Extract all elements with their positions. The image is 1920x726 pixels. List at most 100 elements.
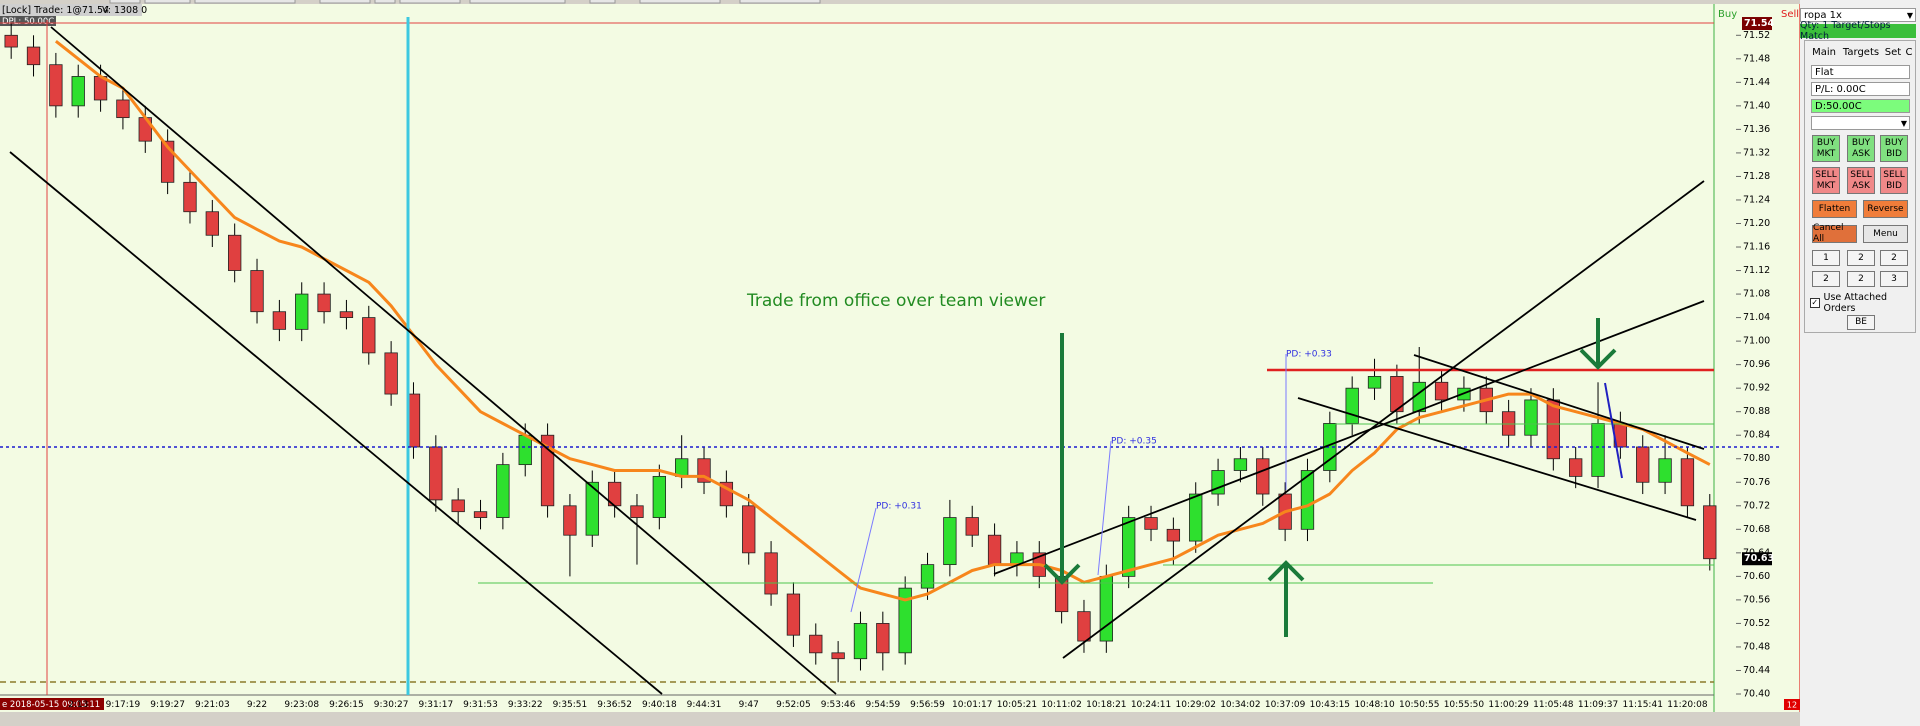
qty-button[interactable]: 2 bbox=[1812, 271, 1840, 287]
x-tick-label: e 2018-05-15 09:05:11 bbox=[2, 700, 100, 710]
tab[interactable] bbox=[194, 0, 296, 4]
y-tick-label: 71.52 bbox=[1743, 30, 1770, 41]
tab[interactable] bbox=[399, 0, 461, 4]
y-tick-label: 70.72 bbox=[1743, 500, 1770, 511]
tab[interactable] bbox=[469, 0, 566, 4]
candle-body bbox=[1524, 399, 1538, 436]
reverse-button[interactable]: Reverse bbox=[1863, 200, 1908, 218]
flatten-button[interactable]: Flatten bbox=[1812, 200, 1857, 218]
x-tick-label: 9:17:19 bbox=[106, 700, 141, 710]
drawing-line bbox=[1043, 563, 1081, 585]
cancel-all-button[interactable]: Cancel All bbox=[1812, 223, 1857, 244]
y-tick-label: 71.00 bbox=[1743, 336, 1770, 347]
drawing-line bbox=[1097, 440, 1112, 576]
candle-body bbox=[339, 311, 354, 318]
x-tick-label: 9:52:05 bbox=[776, 700, 811, 710]
date-label-bg bbox=[0, 698, 104, 710]
tab[interactable] bbox=[739, 0, 821, 4]
y-tick-label: 71.12 bbox=[1743, 265, 1770, 276]
y-tick-label: 70.40 bbox=[1743, 689, 1770, 700]
header-box bbox=[0, 4, 142, 16]
x-tick-label: 10:29:02 bbox=[1176, 700, 1216, 710]
price-marker bbox=[1742, 552, 1772, 566]
x-tick-label: 9:22 bbox=[247, 700, 267, 710]
qty-button[interactable]: 2 bbox=[1880, 250, 1908, 266]
y-tick-label: 70.80 bbox=[1743, 453, 1770, 464]
trade-info: [Lock] Trade: 1@71.54 bbox=[2, 5, 109, 16]
drawing-line bbox=[9, 151, 663, 695]
candle-body bbox=[4, 34, 18, 48]
buy-bid-button[interactable]: BUY BID bbox=[1880, 135, 1908, 162]
annotation: PD: +0.35 bbox=[1111, 437, 1157, 447]
y-tick-label: 70.48 bbox=[1743, 641, 1770, 652]
sell-label: Sell bbox=[1781, 9, 1799, 20]
candle-body bbox=[1546, 399, 1560, 460]
candle-body bbox=[987, 534, 1002, 566]
tab[interactable] bbox=[109, 0, 141, 4]
y-tick-label: 71.04 bbox=[1743, 312, 1770, 323]
symbol-select[interactable]: ropa 1x ▼ bbox=[1800, 8, 1916, 22]
moving-average-line bbox=[54, 40, 1711, 602]
candle-body bbox=[183, 181, 197, 213]
buy-ask-button[interactable]: BUY ASK bbox=[1847, 135, 1875, 162]
drawing-line bbox=[1043, 318, 1617, 637]
x-tick-label: 9:31:17 bbox=[418, 700, 453, 710]
buy-label: Buy bbox=[1718, 9, 1737, 20]
x-tick-label: 9:36:52 bbox=[597, 700, 632, 710]
attached-orders[interactable]: ✓ Use Attached Orders bbox=[1810, 292, 1916, 314]
qty-bar: Qty: 1 Target/Stops Match bbox=[1800, 20, 1916, 42]
x-tick-label: 11:05:48 bbox=[1533, 700, 1574, 710]
pl-field: P/L: 0.00C bbox=[1811, 82, 1910, 96]
x-tick-label: 9:26:15 bbox=[329, 700, 364, 710]
label: BUY bbox=[1884, 137, 1904, 148]
dpl-info: DPL: 50.00C bbox=[2, 17, 54, 27]
sell-ask-button[interactable]: SELL ASK bbox=[1847, 167, 1875, 194]
candle-body bbox=[473, 511, 488, 518]
candle-body bbox=[809, 634, 823, 654]
drawings bbox=[0, 17, 1780, 695]
candle-body bbox=[1256, 458, 1270, 495]
tab[interactable]: Targets bbox=[1842, 46, 1880, 58]
annotation: PD: +0.31 bbox=[876, 502, 922, 512]
menu-button[interactable]: Menu bbox=[1863, 225, 1908, 243]
alert-count: 12 bbox=[1787, 701, 1797, 710]
buy-mkt-button[interactable]: BUY MKT bbox=[1812, 135, 1840, 162]
x-tick-label: 9:35:51 bbox=[553, 700, 588, 710]
candle-body bbox=[317, 293, 331, 313]
qty-button[interactable]: 2 bbox=[1847, 250, 1875, 266]
sell-bid-button[interactable]: SELL BID bbox=[1880, 167, 1908, 194]
sell-mkt-button[interactable]: SELL MKT bbox=[1812, 167, 1840, 194]
drawing-line bbox=[9, 26, 1705, 695]
order-type-select[interactable]: ▼ bbox=[1811, 116, 1910, 130]
candle-body bbox=[1658, 458, 1672, 483]
candle-body bbox=[429, 446, 443, 501]
tab[interactable]: Main bbox=[1812, 46, 1836, 58]
qty-button[interactable]: 3 bbox=[1880, 271, 1908, 287]
y-tick-label: 70.76 bbox=[1743, 477, 1770, 488]
candle-body bbox=[362, 317, 376, 354]
tab[interactable]: Set bbox=[1884, 46, 1902, 58]
tab[interactable] bbox=[374, 0, 396, 4]
qty-button[interactable]: 2 bbox=[1847, 271, 1875, 287]
tab[interactable] bbox=[589, 0, 616, 4]
candle-body bbox=[295, 293, 309, 330]
x-tick-label: 10:48:10 bbox=[1354, 700, 1395, 710]
label: BUY bbox=[1816, 137, 1836, 148]
x-tick-label: 9:44:31 bbox=[687, 700, 722, 710]
candle-body bbox=[451, 499, 465, 513]
tab[interactable] bbox=[319, 0, 371, 4]
label: SELL bbox=[1883, 169, 1905, 180]
y-tick-label: 71.08 bbox=[1743, 289, 1770, 300]
tab[interactable] bbox=[639, 0, 721, 4]
tab[interactable]: C bbox=[1905, 46, 1913, 58]
tab[interactable] bbox=[144, 0, 191, 4]
drawing-line bbox=[1062, 180, 1705, 659]
candle-body bbox=[228, 234, 242, 271]
candle-body bbox=[742, 505, 756, 554]
x-tick-label: 11:15:41 bbox=[1623, 700, 1663, 710]
qty-button[interactable]: 1 bbox=[1812, 250, 1840, 266]
label: BUY bbox=[1851, 137, 1871, 148]
drawing-line bbox=[1579, 348, 1617, 370]
x-tick-label: 10:43:15 bbox=[1310, 700, 1350, 710]
be-button[interactable]: BE bbox=[1847, 315, 1875, 330]
